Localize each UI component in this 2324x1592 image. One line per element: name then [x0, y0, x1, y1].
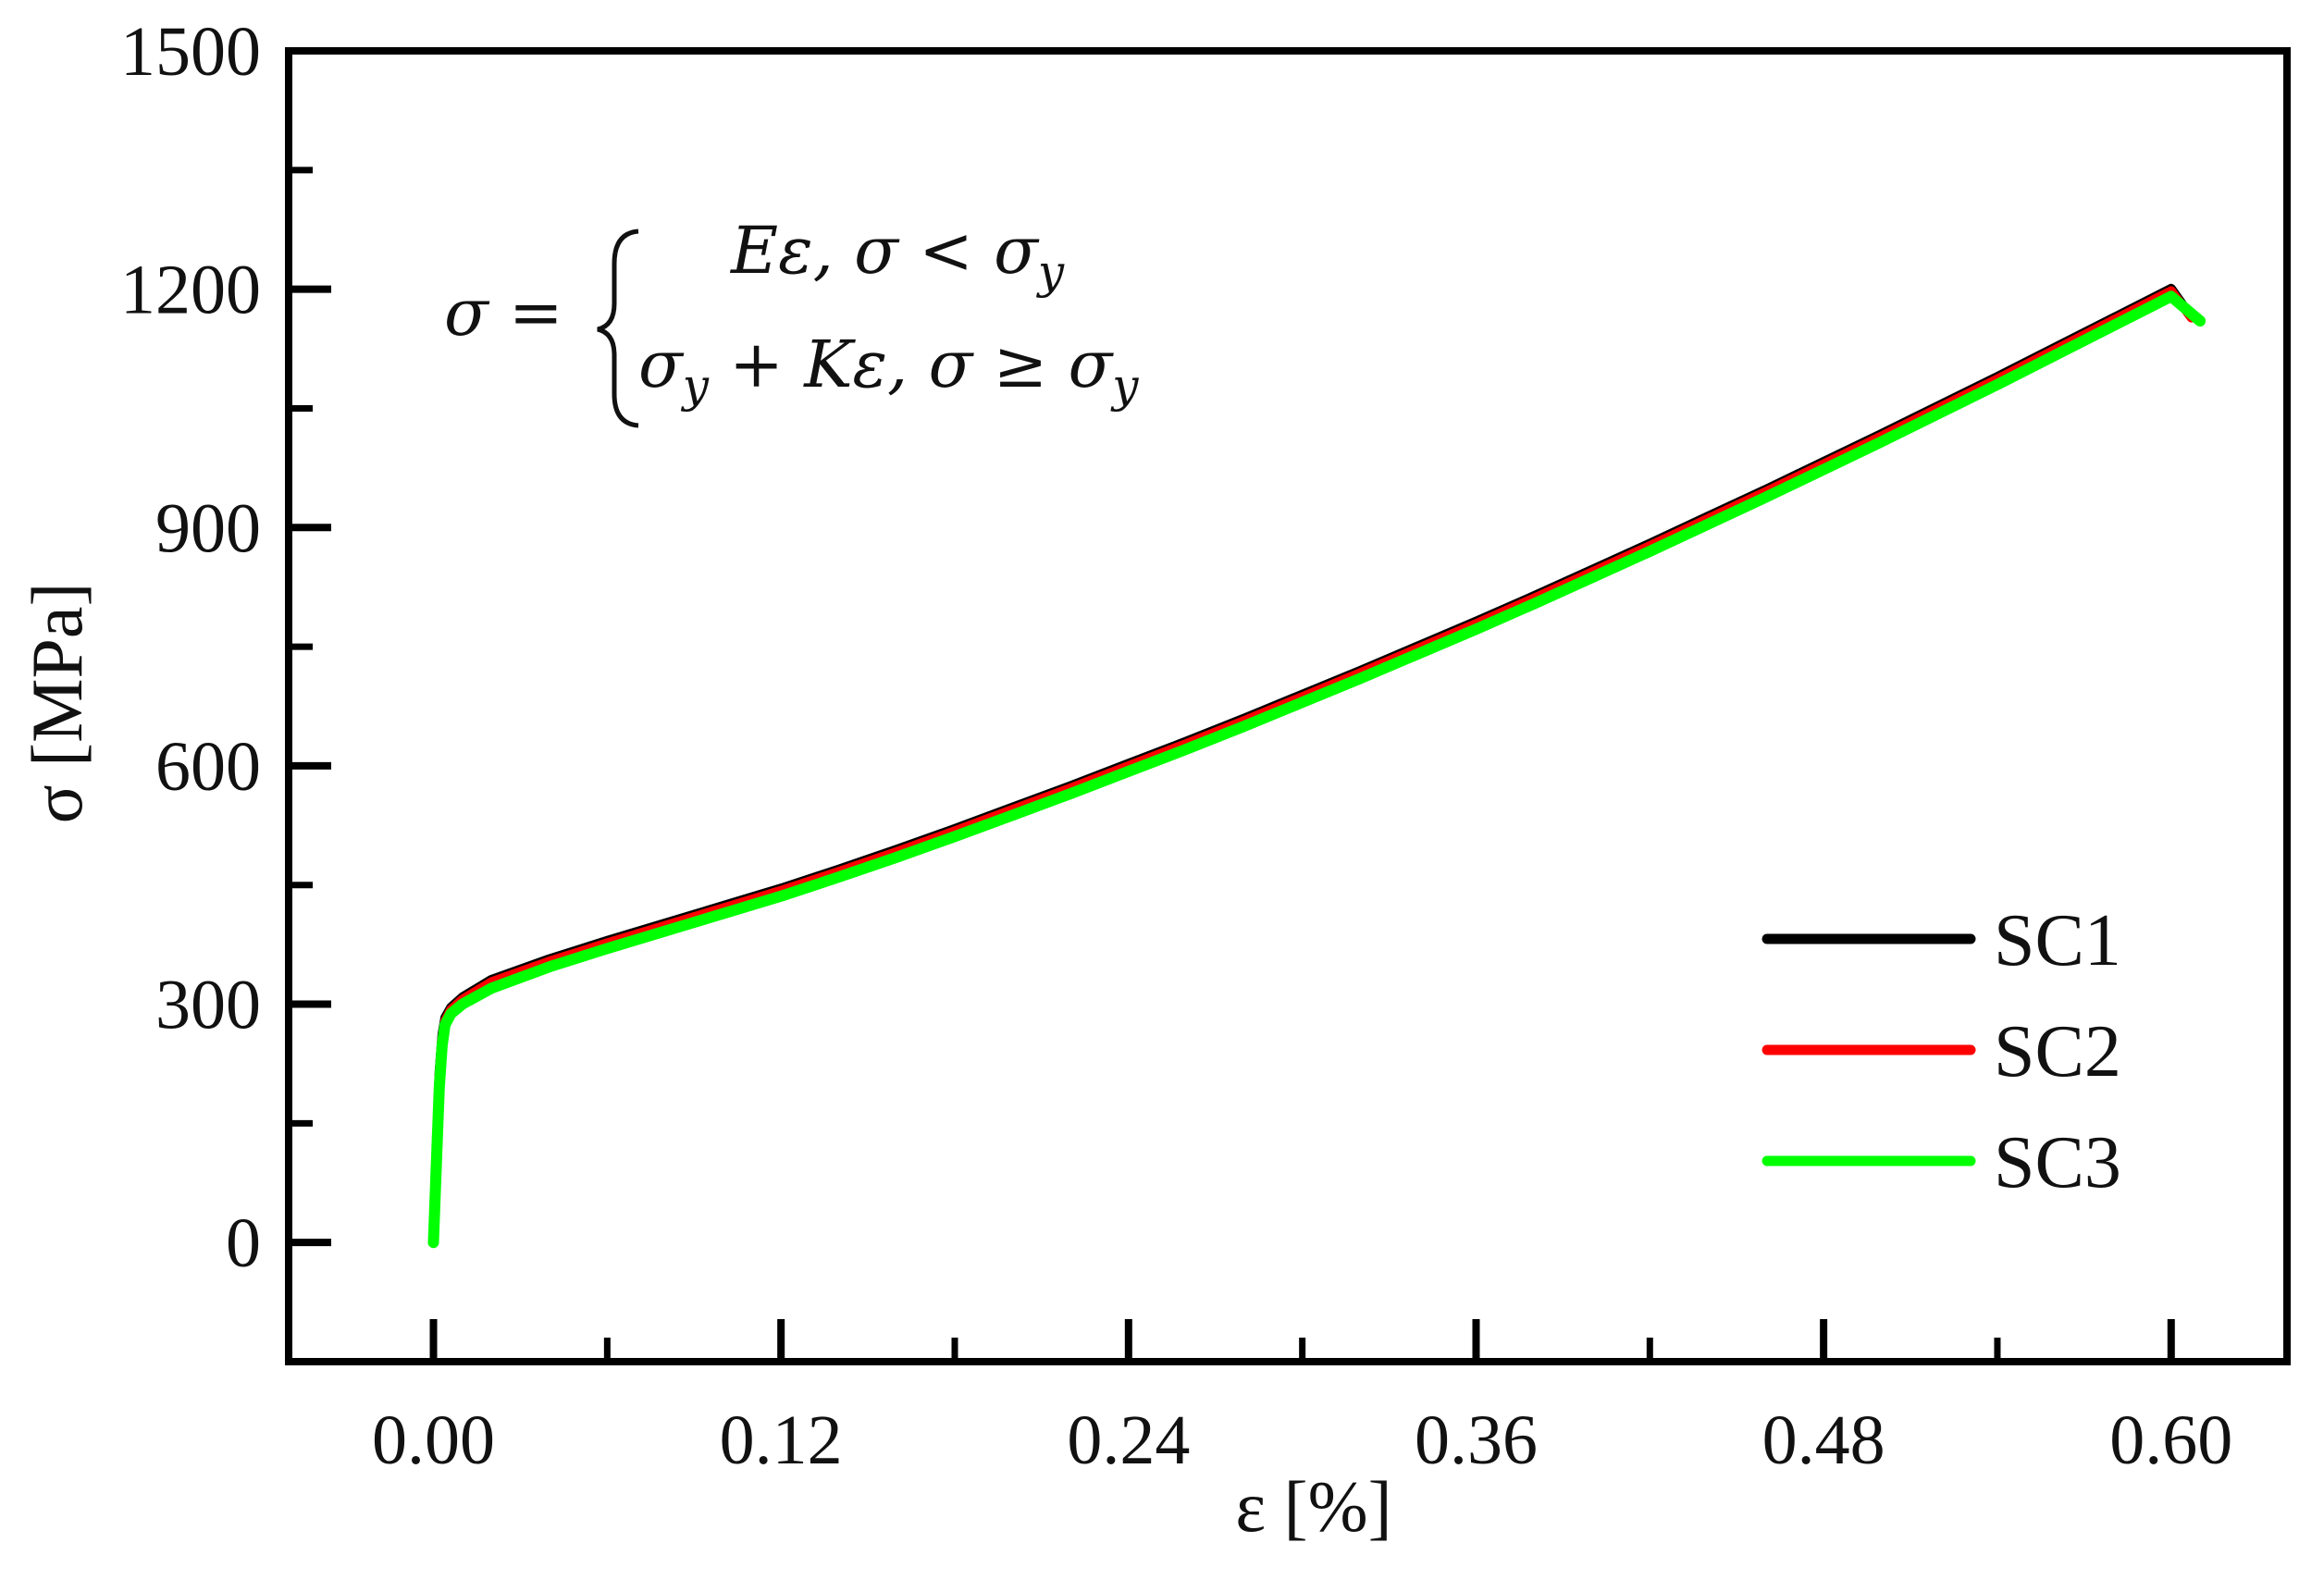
y-tick-label: 300: [155, 967, 261, 1044]
legend-label-sc1: SC1: [1994, 900, 2121, 981]
legend: SC1 SC2 SC3: [1762, 900, 2121, 1203]
series-lines: [427, 283, 2207, 1249]
series-line-sc3: [427, 290, 2207, 1249]
formula-case-1: Eε, σ < σy: [729, 213, 1065, 299]
plot-frame: [285, 47, 2291, 1365]
series-line-sc2: [428, 286, 2196, 1248]
x-tick-label: 0.00: [372, 1401, 495, 1479]
formula-case-2-sub: y: [1110, 359, 1139, 413]
formula-case-2-sigma-sub: y: [681, 359, 710, 413]
formula-case-1-sub: y: [1036, 245, 1065, 299]
y-tick-label: 1500: [120, 13, 261, 91]
x-axis-label: ε [%]: [1235, 1466, 1391, 1547]
y-tick-label: 900: [155, 489, 261, 567]
formula-case-2-sigma: σ: [638, 327, 685, 402]
formula-brace: [597, 228, 639, 428]
formula-case-2-main: + Kε, σ ≥ σ: [709, 327, 1114, 402]
x-tick-label: 0.12: [720, 1401, 843, 1479]
formula-case-1-main: Eε, σ < σ: [729, 213, 1040, 289]
x-tick-label: 0.36: [1415, 1401, 1538, 1479]
x-tick-label: 0.24: [1067, 1401, 1190, 1479]
x-tick-label: 0.48: [1762, 1401, 1885, 1479]
formula-case-2: σy + Kε, σ ≥ σy: [638, 327, 1139, 413]
y-tick-label: 0: [226, 1204, 261, 1282]
formula-lhs: σ =: [444, 275, 563, 351]
y-axis-label: σ [MPa]: [17, 583, 97, 824]
axis-ticks: [289, 47, 2175, 1362]
formula-annotation: σ = Eε, σ < σy σy + Kε, σ ≥ σy: [444, 213, 1139, 428]
y-tick-label: 1200: [120, 252, 261, 329]
legend-label-sc3: SC3: [1994, 1122, 2121, 1203]
series-line-sc1: [428, 283, 2196, 1248]
x-tick-label: 0.60: [2109, 1401, 2232, 1479]
tick-labels: 0.00 0.12 0.24 0.36 0.48 0.60 0 300 600 900 1200 15…: [120, 13, 2232, 1479]
y-tick-label: 600: [155, 728, 261, 806]
legend-label-sc2: SC2: [1994, 1011, 2121, 1092]
